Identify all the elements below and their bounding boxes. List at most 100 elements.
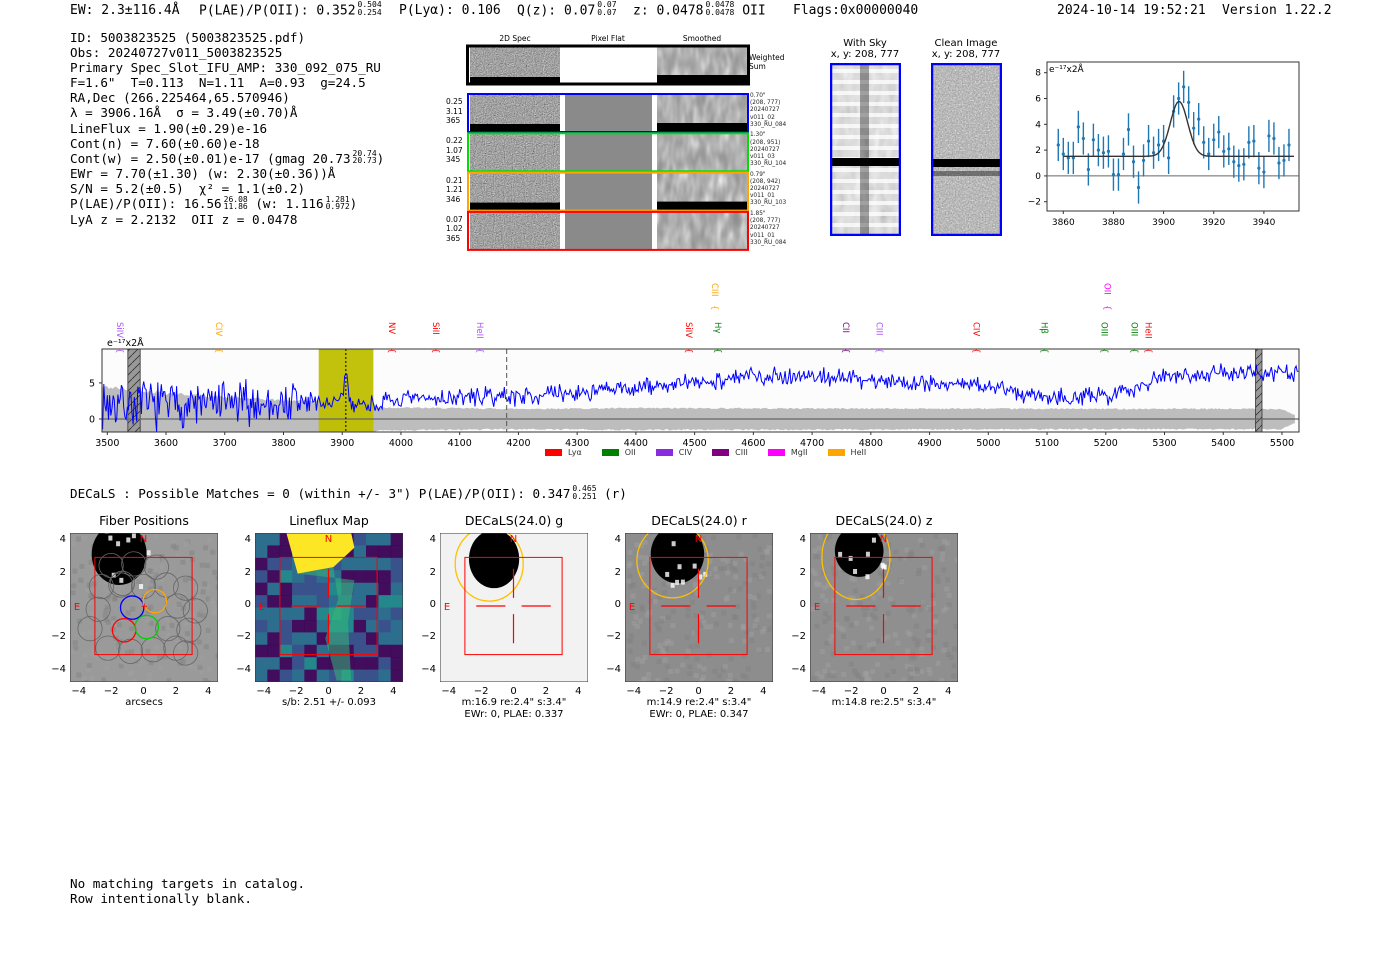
zoom-ytick-label: 4 bbox=[1035, 120, 1041, 130]
zoom-data-point bbox=[1237, 163, 1241, 168]
legend-swatch bbox=[545, 449, 562, 456]
cutout-xtick-label: 2 bbox=[357, 686, 365, 697]
header-qz-value: Q(z): 0.07 bbox=[517, 3, 596, 19]
zoom-ytick-label: 6 bbox=[1035, 95, 1041, 105]
emission-line-label: SiIV bbox=[683, 322, 693, 338]
info-line: ID: 5003823525 (5003823525.pdf) bbox=[70, 30, 384, 45]
source-aperture-ellipse bbox=[454, 533, 524, 602]
fiber-circle bbox=[88, 574, 114, 600]
spec2d-row-meta: 1.85" (208, 777) 20240727 v011_01 330_RU_084 bbox=[750, 211, 786, 247]
spec2d-meta: (208, 942) bbox=[750, 178, 781, 185]
selected-fiber-circle bbox=[119, 595, 145, 620]
spec2d-meta: 0.79" bbox=[750, 171, 766, 178]
emission-line-label: Hγ bbox=[712, 322, 722, 333]
header-z-value: z: 0.0478 bbox=[633, 3, 704, 19]
zoom-data-point bbox=[1207, 152, 1211, 156]
info-line-text: F=1.6" T=0.113 N=1.11 A=0.93 g=24.5 bbox=[70, 75, 366, 91]
header-z-line: OII bbox=[742, 3, 766, 19]
spec2d-stat: 365 bbox=[446, 116, 461, 125]
catalog-note-line1: No matching targets in catalog. bbox=[70, 876, 306, 891]
zoom-data-point bbox=[1156, 143, 1161, 147]
search-box bbox=[649, 556, 748, 656]
zoom-data-point bbox=[1282, 158, 1286, 163]
cutout-xtick-label: −4 bbox=[71, 686, 87, 697]
zoom-data-point bbox=[1262, 170, 1266, 174]
spectrum-xtick-label: 3900 bbox=[330, 438, 354, 449]
cutout-xtick-label: 4 bbox=[575, 686, 582, 697]
decals-summary-text: DECaLS : Possible Matches = 0 (within +/… bbox=[70, 486, 571, 501]
emission-line-label: OIII bbox=[1129, 322, 1139, 336]
clean-image-coords: x, y: 208, 777 bbox=[931, 49, 1001, 60]
cutout-title: DECaLS(24.0) g bbox=[464, 513, 564, 528]
cutout-xtick-label: −2 bbox=[103, 686, 119, 697]
header-flags: Flags:0x00000040 bbox=[793, 3, 919, 18]
info-line: LyA z = 2.2132 OII z = 0.0478 bbox=[70, 212, 384, 227]
spec2d-stat: 346 bbox=[446, 194, 461, 204]
legend-swatch bbox=[601, 449, 619, 456]
spectrum-xtick-label: 3800 bbox=[271, 438, 295, 449]
emission-line-label: NV bbox=[386, 322, 396, 334]
fiber-circle bbox=[117, 638, 144, 664]
spectrum-xtick-label: 5100 bbox=[1035, 438, 1059, 449]
legend-item: MgII bbox=[767, 448, 808, 457]
cutout-ytick-label: −4 bbox=[236, 663, 251, 675]
flux-line bbox=[102, 363, 1299, 432]
spec2d-meta: 0.70" bbox=[750, 93, 766, 99]
spec2d-row-meta: 0.70" (208, 777) 20240727 v011_02 330_RU_084 bbox=[750, 93, 786, 129]
cutout-ytick-label: 4 bbox=[429, 534, 436, 546]
with-sky-image bbox=[830, 63, 901, 236]
decals-summary-hi: 0.465 bbox=[572, 483, 597, 493]
masked-region-hatch bbox=[1255, 349, 1262, 432]
legend-item: HeII bbox=[827, 448, 866, 457]
spec2d-row-stats: 0.07 1.02 365 bbox=[446, 215, 463, 244]
zoom-data-point bbox=[1267, 134, 1271, 138]
zoom-data-point bbox=[1106, 149, 1111, 153]
cutout-image: NE bbox=[440, 533, 588, 682]
zoom-data-point bbox=[1071, 156, 1075, 160]
bright-source bbox=[650, 533, 705, 584]
header-plae-value: P(LAE)/P(OII): 0.352 bbox=[199, 3, 356, 19]
spec2d-meta: 330_RU_104 bbox=[750, 161, 787, 168]
cutout-xtick-label: −2 bbox=[473, 686, 489, 697]
spec2d-row-stats: 0.21 1.21 346 bbox=[446, 176, 463, 205]
cutout-image: NE bbox=[625, 533, 773, 682]
selected-fiber-circle bbox=[142, 588, 168, 614]
selected-fiber-circle bbox=[134, 614, 160, 640]
cutout-ytick-label: −4 bbox=[791, 663, 806, 675]
spec2d-meta: v011_01 bbox=[750, 232, 775, 239]
search-box bbox=[94, 556, 193, 656]
cutout-xtick-label: 2 bbox=[542, 686, 550, 697]
zoom-data-point bbox=[1116, 173, 1121, 177]
fiber-circle bbox=[140, 637, 166, 663]
spectrum-ytick-label: 5 bbox=[89, 378, 95, 389]
emission-line-bracket: { bbox=[386, 348, 396, 353]
cutout-caption: EWr: 0, PLAE: 0.337 bbox=[464, 709, 564, 720]
spec2d-row-meta: 1.30" (208, 951) 20240727 v011_03 330_RU_104 bbox=[750, 132, 786, 168]
cutout-xtick-label: −2 bbox=[658, 686, 674, 697]
info-line-tail2: ) bbox=[349, 196, 358, 212]
cutout-xtick-label: 0 bbox=[695, 686, 702, 697]
cutout-xtick-label: −4 bbox=[441, 686, 457, 697]
emission-line-bracket: { bbox=[840, 348, 850, 353]
zoom-data-point bbox=[1086, 167, 1090, 172]
cutout-title: Lineflux Map bbox=[289, 513, 369, 528]
cutout-ytick-label: −4 bbox=[51, 663, 66, 675]
cutout-title: Fiber Positions bbox=[99, 513, 189, 528]
zoom-ytick-label: 8 bbox=[1035, 69, 1041, 79]
spec2d-stat: 1.07 bbox=[446, 145, 463, 155]
zoom-xtick-label: 3880 bbox=[1102, 218, 1125, 228]
zoom-ytick-label: 0 bbox=[1035, 172, 1041, 182]
cutout-ytick-label: 0 bbox=[244, 599, 251, 610]
zoom-data-point bbox=[1247, 140, 1251, 144]
spec2d-column-title: Smoothed bbox=[682, 34, 722, 43]
zoom-unit-label: e⁻¹⁷x2Å bbox=[1049, 63, 1085, 75]
spectrum-xtick-label: 5200 bbox=[1094, 438, 1118, 449]
zoom-data-point bbox=[1121, 152, 1126, 156]
info-line: Cont(n) = 7.60(±0.60)e-18 bbox=[70, 136, 384, 151]
source-aperture-ellipse bbox=[636, 533, 709, 599]
spectrum-xtick-label: 4300 bbox=[565, 438, 589, 449]
cutout-caption: m:16.9 re:2.4" s:3.4" bbox=[461, 697, 567, 708]
emission-line-label: CIII bbox=[874, 322, 884, 335]
east-label: E bbox=[444, 602, 450, 613]
spectrum-xtick-label: 3700 bbox=[213, 438, 237, 449]
